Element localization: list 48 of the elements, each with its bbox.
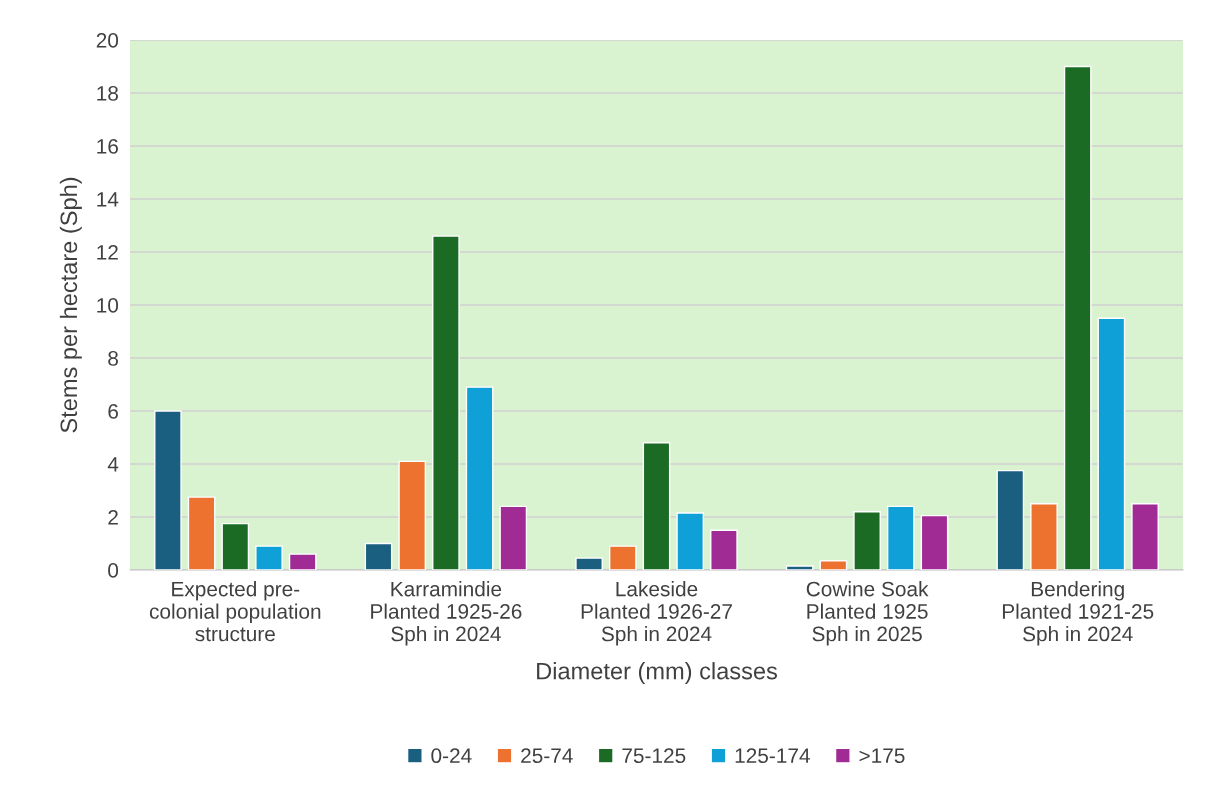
bar [853, 511, 881, 570]
legend-label: 0-24 [431, 748, 472, 764]
legend-label: >175 [859, 748, 905, 764]
bar [255, 545, 283, 570]
bar [575, 557, 603, 570]
x-axis-title: Diameter (mm) classes [537, 662, 777, 685]
y-tick-label: 4 [107, 457, 119, 472]
y-tick-label: 6 [108, 404, 118, 419]
legend-label: 75-125 [622, 748, 686, 764]
x-tick-label: Cowine Soak Planted 1925 Sph in 2025 [806, 581, 929, 646]
bar [465, 386, 494, 570]
legend-label: 25-74 [521, 748, 573, 764]
bar [154, 410, 182, 570]
bar [1030, 503, 1058, 570]
bar [398, 460, 427, 570]
bar [1097, 317, 1126, 570]
y-axis-title: Stems per hectare (Sph) [59, 177, 82, 433]
y-tick-label: 10 [97, 298, 119, 313]
bar [499, 505, 528, 570]
bar [1131, 503, 1159, 570]
y-tick-label: 0 [108, 563, 119, 578]
bar [187, 496, 216, 570]
y-tick-label: 20 [96, 33, 119, 48]
bar [819, 560, 848, 570]
bar [288, 553, 317, 570]
y-tick-label: 16 [97, 139, 118, 154]
y-tick-label: 14 [97, 192, 119, 207]
bar [364, 542, 393, 570]
bar [996, 469, 1025, 570]
x-tick-label: Lakeside Planted 1926-27 Sph in 2024 [581, 581, 732, 646]
bar [710, 529, 738, 570]
legend-label: 125-174 [735, 748, 810, 764]
bar [642, 442, 671, 570]
bar [785, 565, 814, 570]
bar [432, 235, 460, 570]
y-tick-label: 8 [108, 351, 118, 366]
x-tick-label: Karramindie Planted 1925-26 Sph in 2024 [371, 581, 522, 646]
bar [1063, 65, 1092, 570]
y-tick-label: 18 [97, 86, 118, 101]
bar [676, 512, 705, 570]
x-tick-label: Bendering Planted 1921-25 Sph in 2024 [1002, 581, 1154, 646]
bar [221, 522, 250, 570]
x-tick-label: Expected pre- colonial population structure [149, 581, 321, 642]
y-tick-label: 2 [108, 510, 118, 525]
bar [608, 545, 637, 570]
bar [886, 505, 915, 570]
bar [920, 514, 949, 570]
y-tick-label: 12 [97, 245, 118, 260]
